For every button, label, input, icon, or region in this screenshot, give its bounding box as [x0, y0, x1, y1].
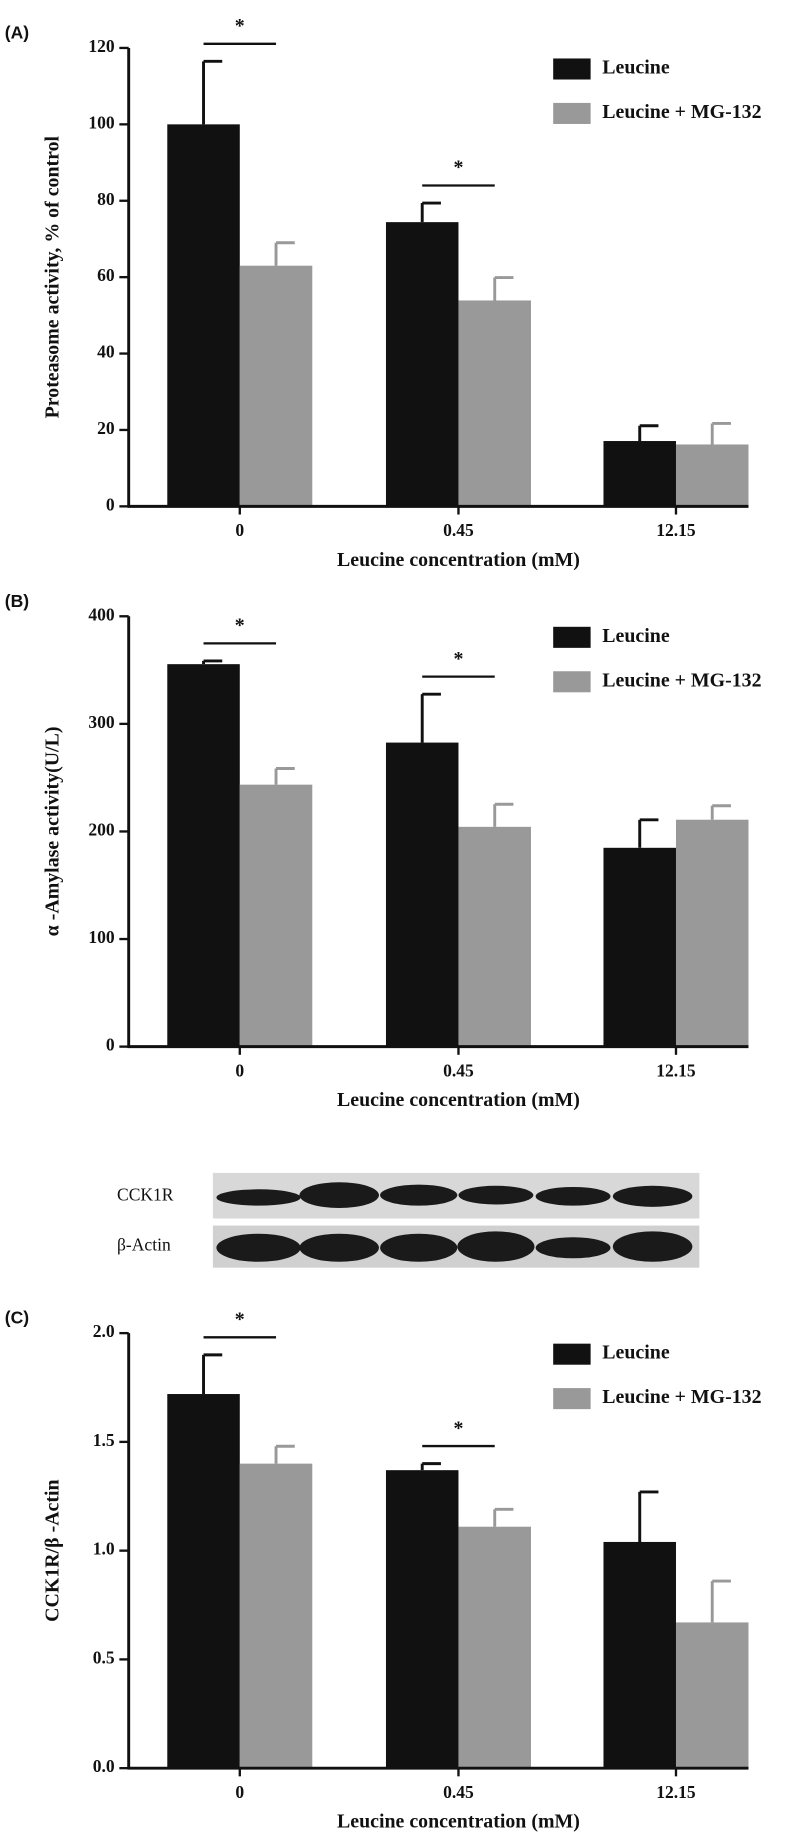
- error-bar: [493, 1507, 514, 1527]
- error-bar: [638, 1490, 659, 1542]
- y-tick-label: 1.5: [93, 1430, 115, 1450]
- bar: [167, 124, 240, 507]
- bar: [458, 826, 531, 1047]
- significance-marker: *: [454, 157, 464, 179]
- blot-label: β-Actin: [117, 1235, 171, 1255]
- y-axis-label: CCK1R/β -Actin: [41, 1479, 63, 1621]
- y-tick-label: 80: [97, 189, 115, 209]
- legend-label: Leucine + MG-132: [602, 669, 761, 691]
- y-tick-label: 2.0: [93, 1321, 115, 1341]
- bar: [603, 441, 676, 507]
- y-tick-label: 0.5: [93, 1647, 115, 1667]
- legend-label: Leucine + MG-132: [602, 101, 761, 123]
- y-tick-label: 400: [88, 604, 115, 624]
- legend-swatch: [553, 1343, 591, 1365]
- error-bar: [493, 802, 514, 827]
- blot-label: CCK1R: [117, 1184, 174, 1204]
- x-tick-label: 0.45: [443, 1782, 474, 1802]
- bar: [239, 1463, 313, 1769]
- panel-label: (B): [5, 591, 29, 611]
- error-bar: [710, 804, 731, 820]
- legend-swatch: [553, 58, 591, 80]
- bar: [167, 664, 240, 1047]
- error-bar: [274, 767, 295, 785]
- bar: [675, 1622, 749, 1769]
- western-blot: CCK1R β-Actin: [117, 1172, 700, 1268]
- x-tick-label: 0: [235, 1782, 244, 1802]
- bar: [458, 1526, 531, 1769]
- bar: [385, 742, 459, 1047]
- chart: (C) 0.0 0.5 1.0 1.5 2.0 Leucine Leucine + MG-13…: [5, 1308, 762, 1833]
- x-tick-label: 0: [235, 1060, 244, 1080]
- y-tick-label: 60: [97, 265, 115, 285]
- significance-marker: *: [235, 1309, 245, 1331]
- bar: [239, 265, 313, 507]
- significance-marker: *: [454, 1417, 464, 1439]
- error-bar: [638, 818, 659, 848]
- error-bar: [274, 241, 295, 266]
- x-tick-label: 0.45: [443, 520, 474, 540]
- y-tick-label: 0: [106, 1035, 115, 1055]
- error-bar: [493, 276, 514, 301]
- legend-label: Leucine: [602, 625, 670, 647]
- x-axis-label: Leucine concentration (mM): [337, 1811, 580, 1833]
- blot-bands: [216, 1182, 693, 1262]
- legend-label: Leucine: [602, 1342, 670, 1364]
- significance-marker: *: [235, 615, 245, 637]
- significance-marker: *: [235, 15, 245, 37]
- bar: [167, 1394, 240, 1769]
- legend-swatch: [553, 626, 591, 648]
- x-tick-label: 0: [235, 520, 244, 540]
- y-tick-label: 0.0: [93, 1756, 115, 1776]
- y-tick-label: 120: [88, 36, 115, 56]
- error-bar: [710, 1579, 731, 1623]
- y-tick-label: 40: [97, 342, 115, 362]
- bar: [675, 819, 749, 1047]
- legend-swatch: [553, 102, 591, 124]
- bar: [603, 1541, 676, 1769]
- y-tick-label: 0: [106, 494, 115, 514]
- legend-label: Leucine: [602, 57, 670, 79]
- error-bar: [202, 659, 223, 665]
- significance-marker: *: [454, 648, 464, 670]
- y-tick-label: 20: [97, 418, 115, 438]
- chart: (A) 0 20 40 60 80 100 120 Leucine Leucine + MG-13…: [5, 15, 762, 571]
- bar: [458, 300, 531, 507]
- error-bar: [420, 692, 441, 743]
- y-tick-label: 300: [88, 712, 115, 732]
- x-tick-label: 0.45: [443, 1060, 474, 1080]
- x-tick-label: 12.15: [656, 1060, 696, 1080]
- error-bar: [420, 1462, 441, 1471]
- bar: [675, 444, 749, 507]
- y-tick-label: 200: [88, 819, 115, 839]
- error-bar: [202, 59, 223, 125]
- bar: [385, 1470, 459, 1769]
- y-axis-label: α -Amylase activity(U/L): [41, 727, 63, 937]
- y-tick-label: 100: [88, 112, 115, 132]
- y-axis-label: Proteasome activity, % of control: [41, 135, 63, 418]
- bar: [239, 784, 313, 1047]
- legend-swatch: [553, 671, 591, 693]
- y-tick-label: 1.0: [93, 1539, 115, 1559]
- x-axis-label: Leucine concentration (mM): [337, 549, 580, 571]
- chart: (B) 0 100 200 300 400 Leucine Leucine + MG-132 *…: [5, 591, 762, 1111]
- error-bar: [202, 1353, 223, 1395]
- x-tick-label: 12.15: [656, 520, 696, 540]
- legend-swatch: [553, 1388, 591, 1410]
- y-tick-label: 100: [88, 927, 115, 947]
- legend-label: Leucine + MG-132: [602, 1386, 761, 1408]
- error-bar: [420, 201, 441, 223]
- error-bar: [710, 421, 731, 445]
- bar: [385, 222, 459, 507]
- x-tick-label: 12.15: [656, 1782, 696, 1802]
- error-bar: [274, 1444, 295, 1464]
- x-axis-label: Leucine concentration (mM): [337, 1089, 580, 1111]
- panel-label: (A): [5, 23, 29, 43]
- error-bar: [638, 424, 659, 442]
- bar: [603, 847, 676, 1047]
- panel-label: (C): [5, 1308, 29, 1328]
